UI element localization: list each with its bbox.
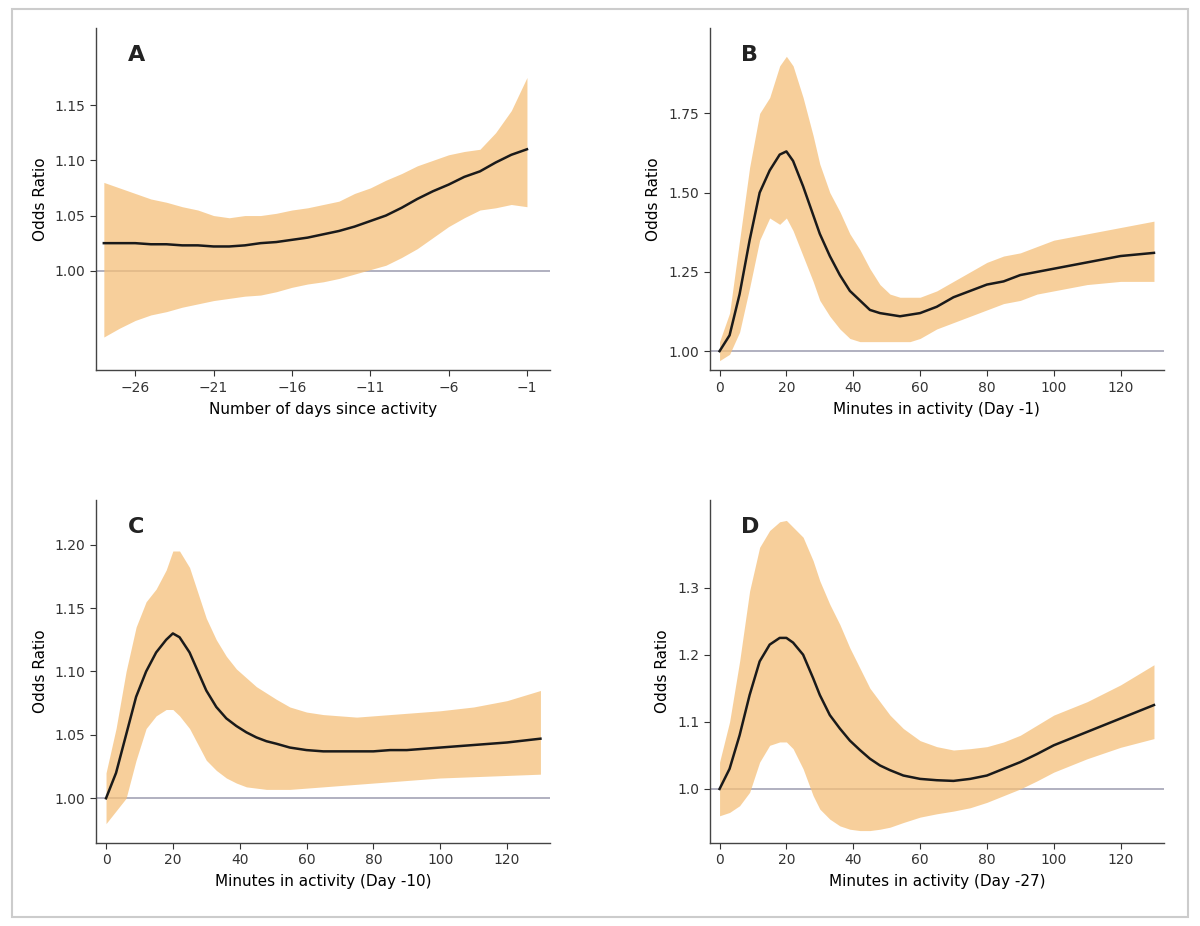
X-axis label: Number of days since activity: Number of days since activity (209, 402, 437, 417)
X-axis label: Minutes in activity (Day -27): Minutes in activity (Day -27) (828, 874, 1045, 889)
Text: A: A (128, 44, 145, 65)
Y-axis label: Odds Ratio: Odds Ratio (32, 157, 48, 241)
X-axis label: Minutes in activity (Day -1): Minutes in activity (Day -1) (833, 402, 1040, 417)
Text: D: D (742, 518, 760, 537)
Y-axis label: Odds Ratio: Odds Ratio (655, 630, 670, 713)
Y-axis label: Odds Ratio: Odds Ratio (32, 630, 48, 713)
X-axis label: Minutes in activity (Day -10): Minutes in activity (Day -10) (215, 874, 432, 889)
Text: B: B (742, 44, 758, 65)
Text: C: C (128, 518, 144, 537)
Y-axis label: Odds Ratio: Odds Ratio (647, 157, 661, 241)
